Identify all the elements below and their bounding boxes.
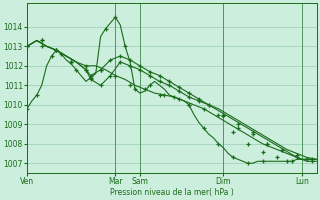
- X-axis label: Pression niveau de la mer( hPa ): Pression niveau de la mer( hPa ): [110, 188, 234, 197]
